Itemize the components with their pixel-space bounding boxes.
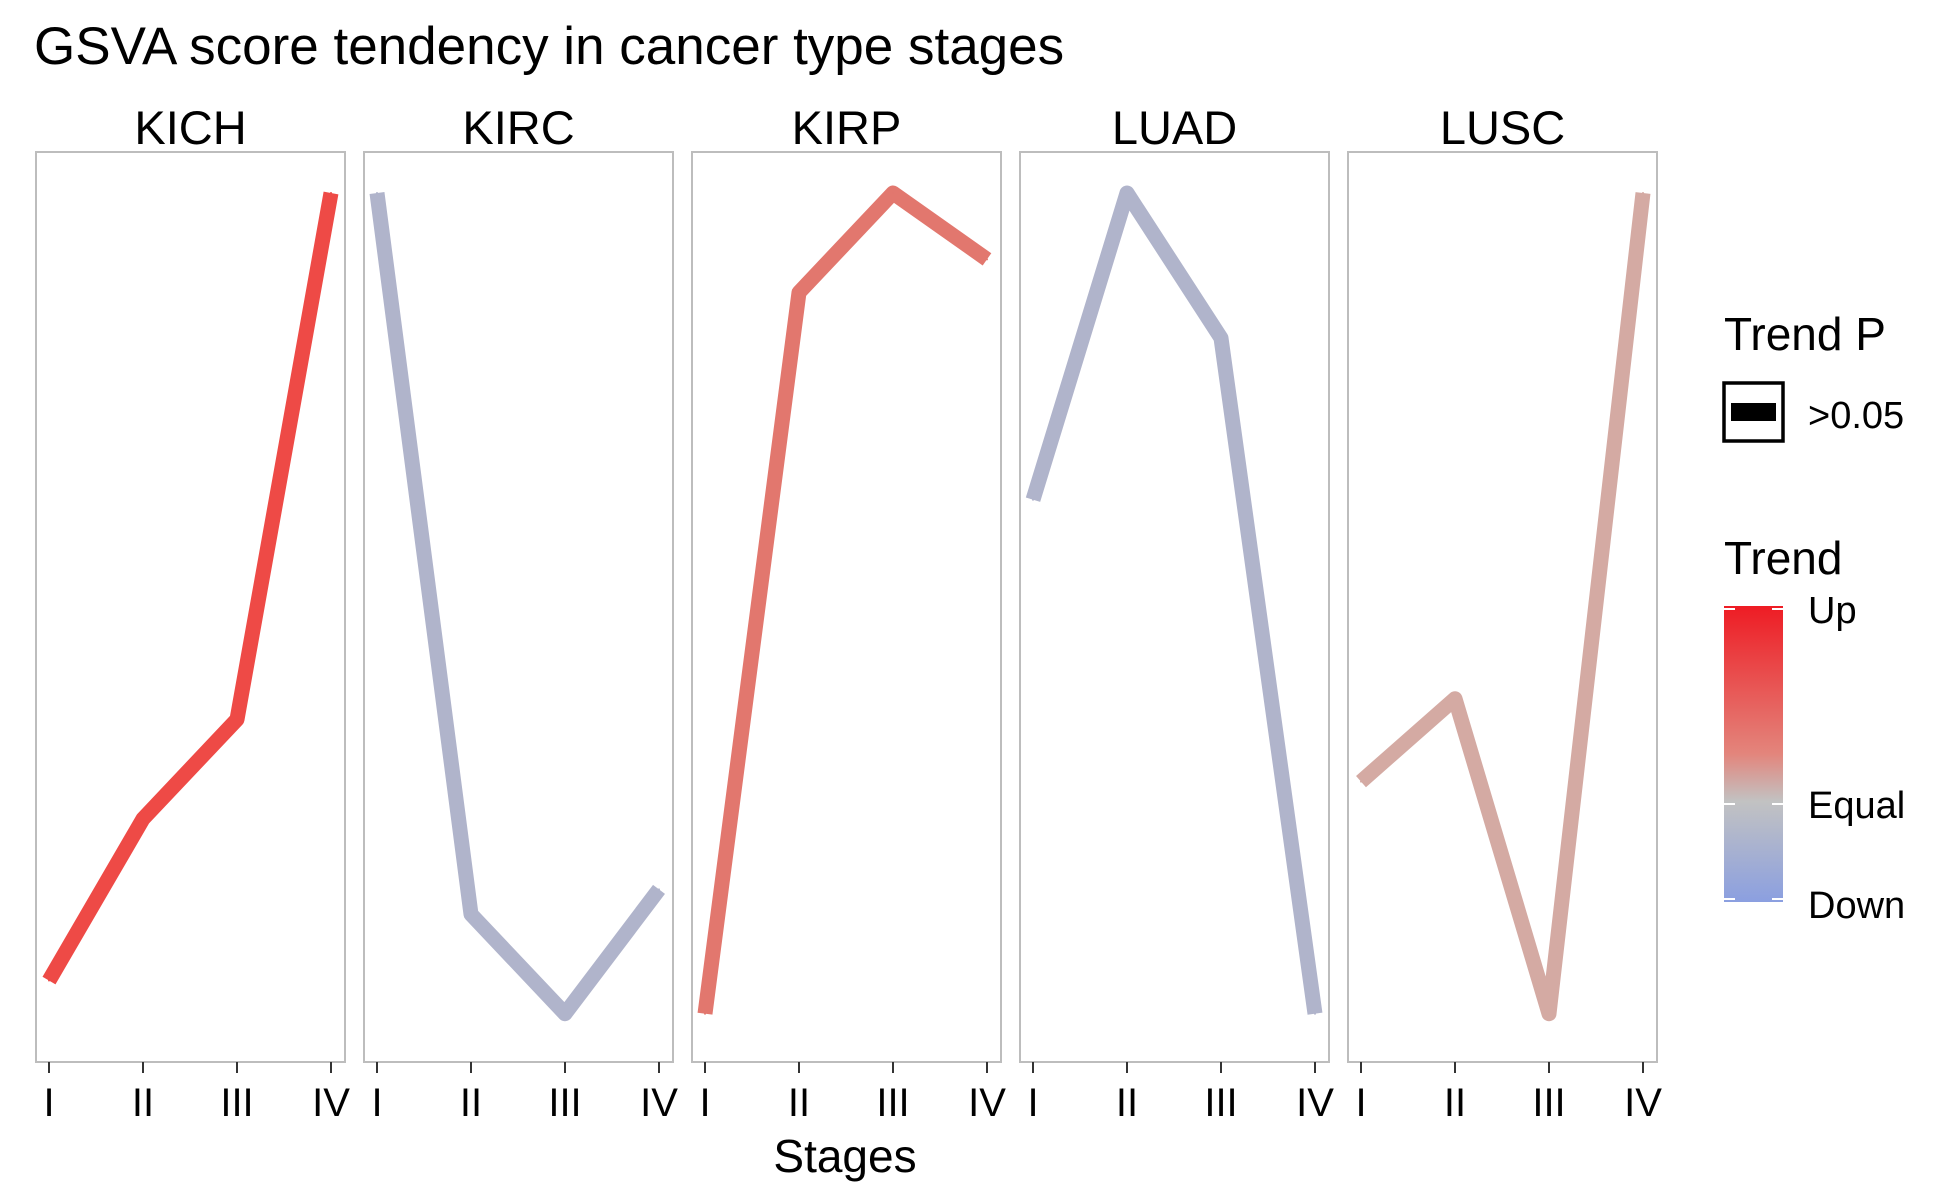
strip-label-luad: LUAD: [1112, 101, 1237, 154]
data-point-kirc-i: [376, 192, 378, 194]
legend: Trend P >0.05 Trend Up Equal Down: [1722, 308, 1905, 927]
x-tick-label-lusc-ii: II: [1444, 1081, 1466, 1125]
panel-border-kirp: [691, 151, 1002, 1063]
data-point-kich-iv: [330, 192, 332, 194]
x-tick-label-kich-ii: II: [132, 1081, 154, 1125]
panel-border-kich: [35, 151, 346, 1063]
panel-border-luad: [1019, 151, 1330, 1063]
x-tick-label-lusc-i: I: [1355, 1081, 1366, 1125]
data-point-luad-iv: [1314, 1012, 1316, 1015]
x-tick-label-kirc-iii: III: [548, 1081, 581, 1125]
data-point-lusc-iv: [1642, 192, 1644, 194]
data-point-lusc-ii: [1454, 697, 1456, 700]
x-tick-label-kich-iii: III: [220, 1081, 253, 1125]
data-point-lusc-iii: [1548, 1012, 1550, 1015]
legend-title-trend-p: Trend P: [1724, 308, 1886, 360]
x-tick-label-lusc-iii: III: [1532, 1081, 1565, 1125]
data-point-kirc-ii: [470, 913, 472, 916]
strip-label-lusc: LUSC: [1440, 101, 1565, 154]
data-point-luad-ii: [1126, 192, 1128, 194]
data-point-kirp-iii: [892, 192, 894, 194]
x-tick-label-kirc-i: I: [371, 1081, 382, 1125]
legend-label-down: Down: [1808, 885, 1905, 927]
series-line-kich: [42, 191, 339, 985]
data-point-kirc-iii: [564, 1012, 566, 1015]
x-axis-title: Stages: [773, 1130, 916, 1182]
x-tick-label-kirp-i: I: [699, 1081, 710, 1125]
trend-colorbar: [1724, 606, 1783, 902]
series-line-kirc: [369, 192, 665, 1022]
data-point-luad-iii: [1220, 337, 1222, 340]
data-point-kirc-iv: [658, 888, 660, 891]
data-point-kich-i: [48, 979, 50, 982]
strip-label-kirc: KIRC: [462, 101, 574, 154]
x-tick-label-luad-ii: II: [1116, 1081, 1138, 1125]
legend-label-trend-p: >0.05: [1808, 395, 1904, 437]
data-point-kirp-iv: [986, 258, 988, 261]
data-point-kich-iii: [236, 718, 238, 721]
x-tick-label-lusc-iv: IV: [1624, 1081, 1662, 1125]
x-tick-label-kirc-iv: IV: [640, 1081, 678, 1125]
strip-label-kirp: KIRP: [792, 101, 902, 154]
strip-label-kich: KICH: [134, 101, 246, 154]
x-tick-label-luad-iv: IV: [1296, 1081, 1334, 1125]
x-tick-label-luad-iii: III: [1204, 1081, 1237, 1125]
x-tick-label-kirp-iv: IV: [968, 1081, 1006, 1125]
series-line-lusc: [1356, 192, 1651, 1022]
x-tick-label-kirp-ii: II: [788, 1081, 810, 1125]
x-tick-label-kirc-ii: II: [460, 1081, 482, 1125]
x-tick-label-kich-iv: IV: [312, 1081, 350, 1125]
x-tick-label-luad-i: I: [1027, 1081, 1038, 1125]
legend-label-equal: Equal: [1808, 785, 1905, 827]
legend-title-trend: Trend: [1724, 532, 1842, 584]
chart-title: GSVA score tendency in cancer type stage…: [34, 17, 1064, 76]
series-line-luad: [1025, 185, 1323, 1015]
data-point-lusc-i: [1360, 780, 1362, 783]
series-line-kirp: [697, 185, 992, 1015]
data-point-kich-ii: [142, 817, 144, 820]
x-tick-label-kirp-iii: III: [876, 1081, 909, 1125]
panel-border-lusc: [1347, 151, 1658, 1063]
legend-label-up: Up: [1808, 590, 1857, 632]
data-point-kirp-ii: [798, 291, 800, 294]
x-tick-label-kich-i: I: [43, 1081, 54, 1125]
data-point-luad-i: [1032, 498, 1034, 501]
panel-border-kirc: [363, 151, 674, 1063]
data-point-kirp-i: [704, 1012, 706, 1015]
